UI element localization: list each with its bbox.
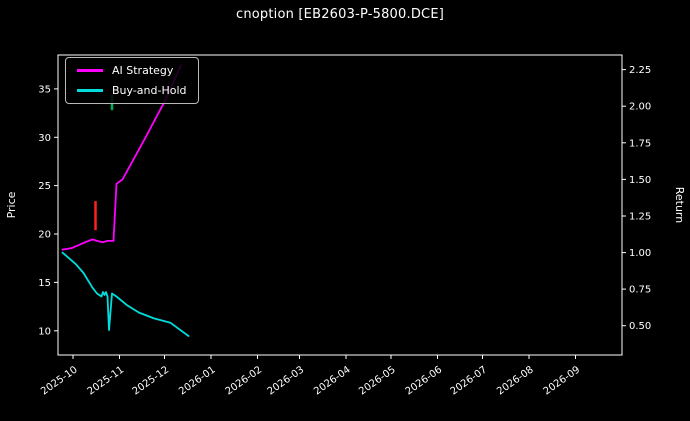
x-tick-label: 2026-05	[357, 364, 398, 397]
return-tick-label: 1.00	[629, 248, 651, 259]
x-tick-label: 2025-10	[39, 364, 80, 397]
price-tick-label: 30	[38, 133, 51, 144]
ai-strategy-line-swatch	[77, 69, 103, 72]
return-tick-label: 1.50	[629, 175, 651, 186]
right-axis-label: Return	[673, 187, 686, 224]
price-tick-label: 15	[38, 278, 51, 289]
x-tick-label: 2026-03	[266, 364, 307, 397]
legend: AI Strategy Buy-and-Hold	[65, 57, 199, 104]
left-axis-label: Price	[5, 191, 18, 218]
left-axis: 10 15 20 25 30 35 Price	[5, 84, 58, 337]
right-axis: 0.50 0.75 1.00 1.25 1.50 1.75 2.00 2.25 Return	[622, 65, 686, 332]
x-tick-label: 2026-07	[449, 364, 490, 397]
x-tick-label: 2026-01	[177, 364, 218, 397]
price-candles	[94, 94, 114, 231]
x-tick-label: 2025-11	[86, 364, 127, 397]
legend-label-buy-and-hold: Buy-and-Hold	[112, 84, 187, 97]
legend-label-ai-strategy: AI Strategy	[112, 64, 174, 77]
chart-title: cnoption [EB2603-P-5800.DCE]	[235, 7, 445, 22]
plot-frame	[57, 54, 623, 356]
return-tick-label: 2.00	[629, 102, 651, 113]
x-tick-label: 2026-02	[224, 364, 265, 397]
x-tick-label: 2026-04	[312, 364, 353, 397]
buy-and-hold-line	[61, 251, 190, 337]
x-tick-label: 2026-09	[542, 364, 583, 397]
legend-item-ai-strategy: AI Strategy	[77, 64, 187, 77]
buy-and-hold-line-swatch	[77, 89, 103, 92]
x-axis: 2025-10 2025-11 2025-12 2026-01 2026-02 2026-…	[39, 355, 582, 397]
return-tick-label: 0.75	[629, 285, 651, 296]
return-tick-label: 2.25	[629, 65, 651, 76]
price-tick-label: 10	[38, 326, 51, 337]
legend-item-buy-and-hold: Buy-and-Hold	[77, 84, 187, 97]
x-tick-label: 2025-12	[131, 364, 172, 397]
return-tick-label: 0.50	[629, 321, 651, 332]
return-tick-label: 1.25	[629, 212, 651, 223]
price-tick-label: 25	[38, 181, 51, 192]
ai-strategy-line	[61, 64, 182, 251]
price-tick-label: 20	[38, 230, 51, 241]
x-tick-label: 2026-06	[404, 364, 445, 397]
price-tick-label: 35	[38, 84, 51, 95]
return-tick-label: 1.75	[629, 138, 651, 149]
x-tick-label: 2026-08	[495, 364, 536, 397]
